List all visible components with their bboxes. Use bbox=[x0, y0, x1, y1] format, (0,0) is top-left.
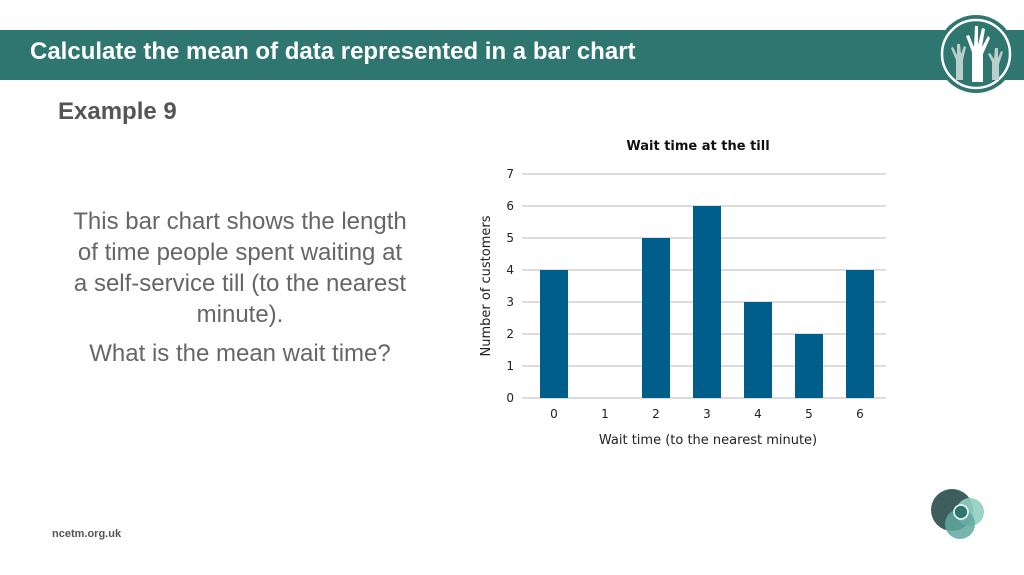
x-tick-label: 0 bbox=[550, 407, 558, 421]
footer-site: ncetm.org.uk bbox=[52, 528, 122, 540]
bar bbox=[540, 270, 568, 398]
x-tick-label: 3 bbox=[703, 407, 711, 421]
title-banner bbox=[0, 30, 1024, 80]
hands-logo-icon bbox=[937, 15, 1015, 93]
y-tick-label: 7 bbox=[506, 167, 514, 181]
bar bbox=[642, 238, 670, 398]
bar bbox=[693, 206, 721, 398]
y-tick-label: 4 bbox=[506, 263, 514, 277]
question-text: What is the mean wait time? bbox=[89, 340, 391, 367]
x-tick-label: 2 bbox=[652, 407, 660, 421]
bar bbox=[744, 302, 772, 398]
chart-title: Wait time at the till bbox=[626, 139, 769, 154]
bar-chart: 0 1 2 3 4 5 6 7 0 1 2 3 4 5 6 Wait time at the till Wait… bbox=[479, 139, 886, 448]
x-axis-label: Wait time (to the nearest minute) bbox=[599, 433, 817, 448]
bar bbox=[795, 334, 823, 398]
ncetm-logo-icon bbox=[931, 489, 984, 539]
y-tick-label: 0 bbox=[506, 391, 514, 405]
y-tick-label: 3 bbox=[506, 295, 514, 309]
y-tick-label: 1 bbox=[506, 359, 514, 373]
example-label: Example 9 bbox=[58, 98, 177, 125]
x-tick-label: 1 bbox=[601, 407, 609, 421]
bar bbox=[846, 270, 874, 398]
y-axis-label: Number of customers bbox=[479, 215, 494, 356]
page-title: Calculate the mean of data represented i… bbox=[30, 38, 636, 65]
x-tick-label: 6 bbox=[856, 407, 864, 421]
y-tick-label: 6 bbox=[506, 199, 514, 213]
chart-description: This bar chart shows the length of time … bbox=[73, 208, 407, 328]
x-tick-label: 5 bbox=[805, 407, 813, 421]
y-tick-label: 5 bbox=[506, 231, 514, 245]
y-tick-label: 2 bbox=[506, 327, 514, 341]
x-tick-label: 4 bbox=[754, 407, 762, 421]
